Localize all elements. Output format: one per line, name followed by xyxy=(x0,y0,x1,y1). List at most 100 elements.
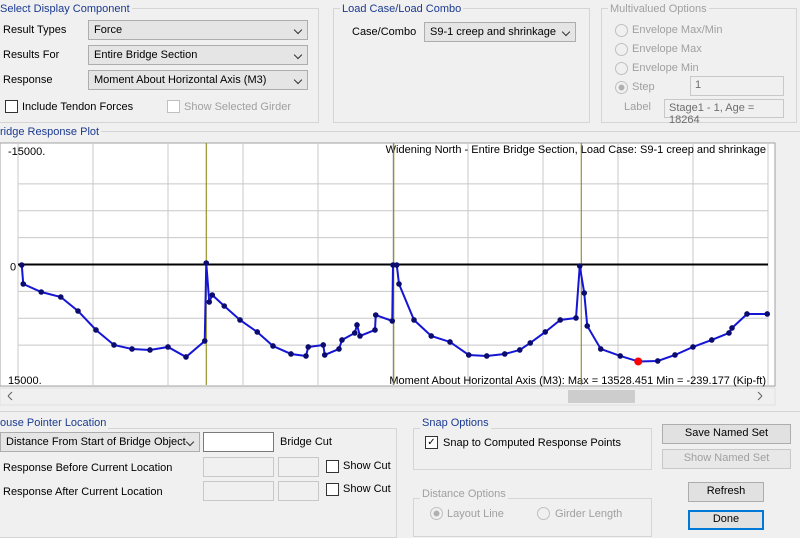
point xyxy=(38,289,45,295)
point xyxy=(581,290,588,296)
point xyxy=(75,308,81,314)
label: Response xyxy=(3,74,53,86)
checkbox[interactable] xyxy=(326,460,339,473)
combo-box[interactable]: S9-1 creep and shrinkage xyxy=(424,22,576,42)
point xyxy=(354,322,360,328)
point xyxy=(483,353,490,359)
point xyxy=(237,317,243,323)
button[interactable]: Refresh xyxy=(688,482,764,502)
point xyxy=(303,353,309,359)
label: Snap to Computed Response Points xyxy=(443,437,621,449)
y-tick-label: 15000. xyxy=(8,375,42,387)
point xyxy=(729,325,735,331)
point xyxy=(389,318,396,324)
combo-box[interactable]: Entire Bridge Section xyxy=(88,45,308,65)
y-tick-label: 0 xyxy=(10,261,16,273)
label: Include Tendon Forces xyxy=(22,101,134,113)
label: Envelope Max xyxy=(632,43,702,55)
point xyxy=(288,351,294,357)
label: Response Before Current Location xyxy=(3,462,173,474)
point xyxy=(270,343,276,349)
label: Girder Length xyxy=(555,508,623,520)
label: Envelope Max/Min xyxy=(632,24,723,36)
text-box xyxy=(203,457,274,477)
point xyxy=(372,312,379,318)
point xyxy=(351,330,358,336)
point xyxy=(597,346,604,352)
point xyxy=(617,353,624,359)
point xyxy=(584,323,591,329)
scrollbar[interactable] xyxy=(0,387,776,406)
label: Show Cut xyxy=(343,460,391,472)
label: Layout Line xyxy=(447,508,504,520)
checkbox[interactable] xyxy=(5,100,18,113)
chart-title: Widening North - Entire Bridge Section, … xyxy=(386,144,766,156)
point xyxy=(372,327,378,333)
point xyxy=(147,347,153,353)
point xyxy=(129,346,135,352)
combo-box[interactable]: Distance From Start of Bridge Object xyxy=(0,432,200,452)
group-title: Snap Options xyxy=(420,417,491,429)
radio xyxy=(615,62,628,75)
radio xyxy=(537,507,550,520)
point xyxy=(527,340,534,346)
point xyxy=(573,315,579,321)
point xyxy=(357,333,363,339)
text-box xyxy=(203,481,274,501)
point xyxy=(201,338,208,344)
text-box xyxy=(278,457,319,477)
point xyxy=(393,262,400,268)
label: Show Selected Girder xyxy=(184,101,291,113)
response-line xyxy=(20,262,768,363)
label: Result Types xyxy=(3,24,67,36)
combo-box[interactable]: Force xyxy=(88,20,308,40)
group-box xyxy=(0,131,800,412)
point xyxy=(396,281,402,287)
point xyxy=(111,342,117,348)
point xyxy=(305,344,312,350)
scrollbar-thumb[interactable] xyxy=(568,390,635,403)
text-box xyxy=(278,481,319,501)
point xyxy=(557,317,564,323)
point xyxy=(654,358,661,364)
point xyxy=(708,337,715,343)
checkbox[interactable]: ✓ xyxy=(425,436,438,449)
point xyxy=(336,346,342,352)
checkbox[interactable] xyxy=(326,483,339,496)
point xyxy=(744,311,750,317)
label: Response After Current Location xyxy=(3,486,163,498)
text-box[interactable] xyxy=(203,432,274,452)
point xyxy=(206,299,213,305)
point xyxy=(516,347,523,353)
point xyxy=(465,352,472,358)
point xyxy=(542,329,549,335)
point xyxy=(254,329,261,335)
y-tick-label: -15000. xyxy=(8,146,45,158)
point xyxy=(209,292,216,298)
label: Label xyxy=(624,101,651,113)
spin-box: 1 xyxy=(690,76,784,96)
radio xyxy=(615,81,628,94)
button[interactable]: Done xyxy=(688,510,764,530)
label: Show Cut xyxy=(343,483,391,495)
group-title: ouse Pointer Location xyxy=(0,417,109,429)
chart-footer: Moment About Horizontal Axis (M3): Max =… xyxy=(389,375,766,387)
point xyxy=(57,294,64,300)
point xyxy=(18,262,25,268)
scroll-arrows[interactable] xyxy=(7,391,763,401)
group-box xyxy=(0,8,319,123)
point xyxy=(672,352,678,358)
point xyxy=(339,337,345,343)
point xyxy=(321,352,328,358)
response-plot: Widening North - Entire Bridge Section, … xyxy=(0,142,776,406)
label: Bridge Cut xyxy=(280,436,332,448)
point xyxy=(320,342,327,348)
button[interactable]: Save Named Set xyxy=(662,424,791,444)
point xyxy=(447,339,453,345)
button: Show Named Set xyxy=(662,449,791,469)
point xyxy=(764,311,771,317)
point xyxy=(428,333,435,339)
point xyxy=(93,327,99,333)
combo-box[interactable]: Moment About Horizontal Axis (M3) xyxy=(88,70,308,90)
point xyxy=(726,330,732,336)
